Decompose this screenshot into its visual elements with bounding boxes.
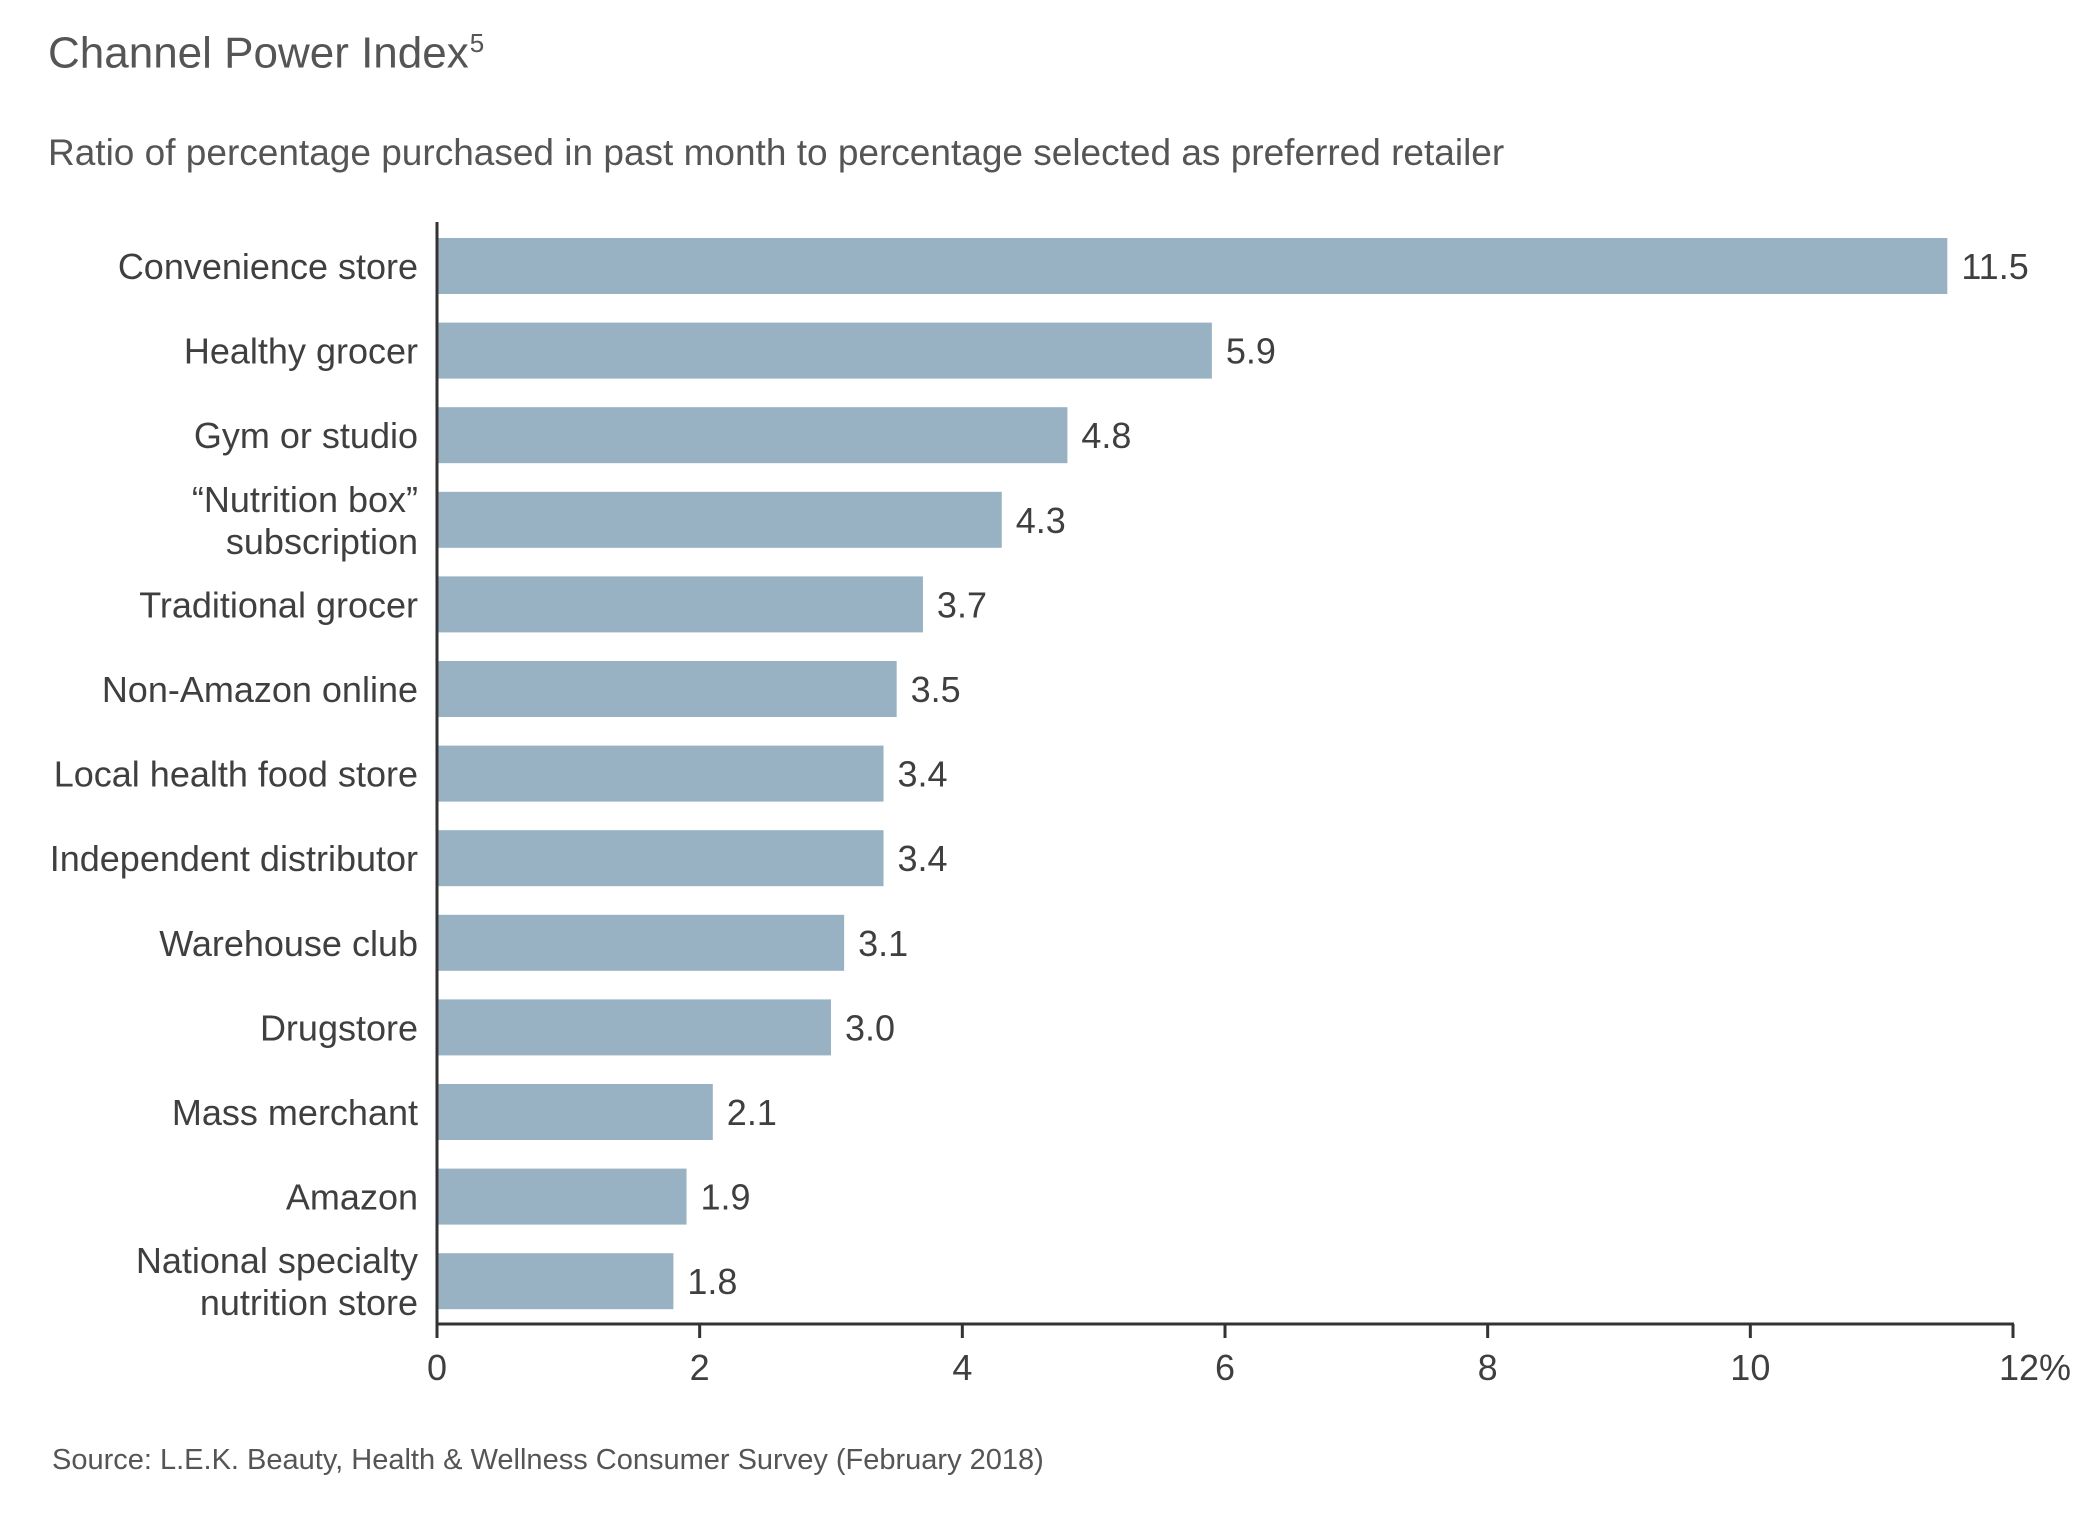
category-label: National specialty: [136, 1240, 418, 1281]
chart-title-text: Channel Power Index: [48, 28, 469, 78]
x-tick-label: 8: [1478, 1347, 1498, 1388]
chart-subtitle: Ratio of percentage purchased in past mo…: [48, 132, 1505, 173]
category-label: Local health food store: [54, 754, 418, 795]
bar-value-label: 3.1: [858, 923, 908, 964]
category-label: Drugstore: [260, 1007, 418, 1048]
bar: [437, 491, 1002, 548]
chart-title: Channel Power Index5: [48, 28, 484, 79]
category-label: subscription: [226, 521, 418, 562]
axes: 0 2 4 6 8 10 12%: [427, 222, 2071, 1388]
bar-value-label: 4.8: [1081, 415, 1131, 456]
category-label: Healthy grocer: [184, 331, 418, 372]
bar: [437, 745, 884, 802]
bar: [437, 238, 1948, 294]
bar: [437, 661, 897, 717]
category-label: Mass merchant: [172, 1092, 418, 1133]
x-tick-label: 10: [1730, 1347, 1770, 1388]
source-note: Source: L.E.K. Beauty, Health & Wellness…: [52, 1444, 1044, 1476]
bar-value-label: 3.7: [937, 584, 987, 625]
bar-value-label: 5.9: [1226, 331, 1276, 372]
category-label: Convenience store: [118, 246, 418, 287]
category-label: “Nutrition box”: [192, 479, 418, 520]
bar: [437, 914, 845, 971]
x-tick-label: 4: [952, 1347, 972, 1388]
labels-layer: 11.5 Convenience store 5.9 Healthy grocer 4.…: [50, 246, 2029, 1323]
category-label: nutrition store: [200, 1282, 418, 1323]
bar-value-label: 2.1: [727, 1092, 777, 1133]
category-label: Gym or studio: [194, 415, 418, 456]
category-label: Non-Amazon online: [102, 669, 418, 710]
bar-value-label: 4.3: [1016, 500, 1066, 541]
x-tick-label: 6: [1215, 1347, 1235, 1388]
category-label: Independent distributor: [50, 838, 418, 879]
bar: [437, 576, 923, 633]
bar: [437, 830, 884, 887]
category-label: Traditional grocer: [139, 584, 418, 625]
category-label: Warehouse club: [159, 923, 418, 964]
bar: [437, 407, 1068, 464]
bar-value-label: 11.5: [1961, 246, 2028, 287]
bar-value-label: 1.9: [701, 1177, 751, 1218]
x-tick-label: 2: [690, 1347, 710, 1388]
bars-layer: [437, 238, 1948, 1310]
x-tick-label: 0: [427, 1347, 447, 1388]
x-tick-label: 12%: [1999, 1347, 2071, 1388]
bar-value-label: 3.0: [845, 1007, 895, 1048]
bar-value-label: 3.4: [898, 754, 948, 795]
bar: [437, 999, 831, 1056]
category-label: Amazon: [286, 1177, 418, 1218]
bar: [437, 322, 1212, 379]
bar-value-label: 3.4: [898, 838, 948, 879]
bar: [437, 1253, 674, 1310]
bar-value-label: 3.5: [911, 669, 961, 710]
bar-value-label: 1.8: [687, 1261, 737, 1302]
bar: [437, 1168, 687, 1225]
chart-title-footnote: 5: [469, 28, 485, 58]
bar: [437, 1084, 713, 1140]
